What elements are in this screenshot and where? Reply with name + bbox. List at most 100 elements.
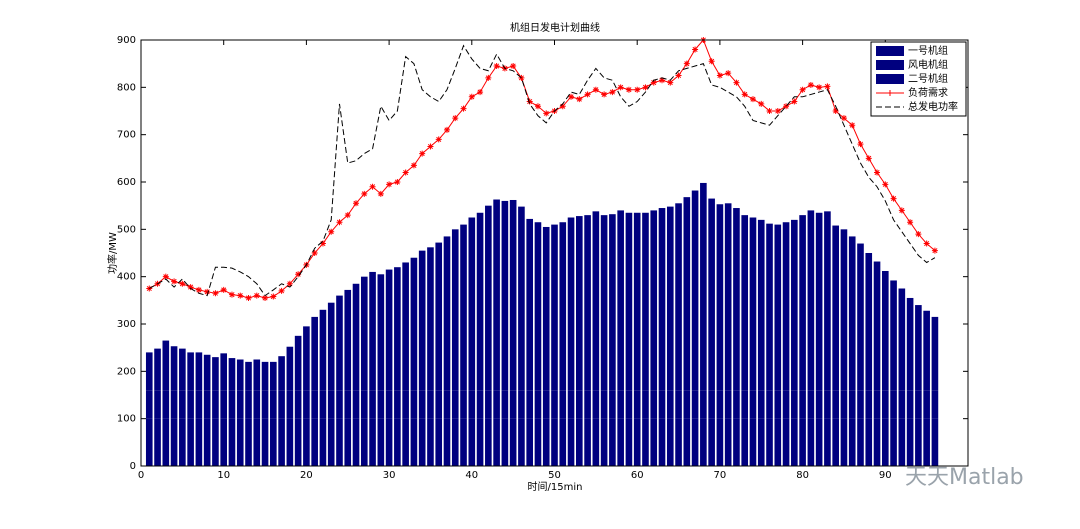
line [149, 44, 936, 297]
marker [526, 98, 533, 105]
bar [377, 274, 385, 391]
x-tick-label: 40 [465, 470, 478, 481]
bar [757, 390, 765, 419]
bar [179, 418, 186, 466]
bar [286, 390, 294, 419]
bar [468, 217, 476, 391]
bar [716, 390, 724, 419]
bar [576, 418, 583, 466]
bar [352, 283, 360, 391]
bar [666, 418, 674, 466]
bar [534, 222, 542, 391]
marker [725, 70, 732, 77]
bar [418, 250, 426, 391]
bar [278, 356, 285, 391]
bar [534, 390, 542, 419]
marker [617, 84, 624, 91]
bar [617, 418, 624, 466]
bar [460, 224, 467, 391]
marker [410, 162, 417, 169]
bar [592, 211, 600, 391]
marker [559, 103, 566, 110]
bar [518, 390, 525, 419]
marker [923, 240, 930, 247]
bar [832, 390, 839, 419]
bar [154, 418, 161, 466]
bar [931, 418, 939, 466]
marker [311, 250, 318, 256]
bar [741, 390, 749, 419]
legend-swatch [876, 74, 904, 84]
x-tick-label: 60 [631, 470, 644, 481]
bar [336, 295, 343, 391]
marker [609, 89, 616, 96]
bar [369, 271, 376, 391]
bar [534, 418, 542, 466]
bar [766, 418, 773, 466]
bar [220, 418, 228, 466]
bar [658, 208, 666, 391]
bar [799, 418, 806, 466]
bar [824, 418, 831, 466]
bar [691, 190, 699, 391]
bar [245, 418, 252, 466]
marker [807, 81, 814, 88]
bar [526, 390, 533, 419]
x-tick-label: 0 [138, 470, 144, 481]
marker [584, 91, 591, 98]
bar [609, 390, 616, 419]
bar [774, 390, 782, 419]
bar [857, 390, 864, 419]
bar [253, 359, 261, 391]
bar [683, 197, 691, 391]
bar [319, 309, 327, 391]
bar [145, 418, 153, 466]
bar [220, 353, 228, 391]
bar [840, 390, 848, 419]
legend-label: 风电机组 [908, 58, 948, 71]
bar [261, 418, 269, 466]
bar [633, 390, 641, 419]
bar [724, 418, 732, 466]
bar [584, 390, 591, 419]
bar [592, 418, 600, 466]
bar [493, 418, 500, 466]
bar [642, 390, 649, 419]
bar [782, 222, 790, 391]
bar [559, 418, 567, 466]
bar [683, 418, 691, 466]
bar [923, 418, 930, 466]
marker [187, 284, 194, 291]
bar [906, 297, 914, 391]
bar [700, 390, 707, 419]
bar [832, 418, 839, 466]
bar [418, 390, 426, 419]
bar [369, 390, 376, 419]
bar [675, 390, 682, 419]
marker [642, 84, 649, 91]
bar [592, 390, 600, 419]
bar [485, 205, 492, 391]
marker [907, 219, 914, 226]
x-tick-label: 30 [383, 470, 396, 481]
marker [510, 63, 517, 70]
bar [923, 390, 930, 419]
bar [501, 418, 509, 466]
bar [303, 418, 310, 466]
marker [319, 240, 326, 247]
bar [724, 203, 732, 391]
bar [435, 418, 443, 466]
bar [915, 418, 922, 466]
marker [625, 86, 632, 93]
marker [592, 86, 599, 93]
marker [336, 219, 343, 226]
legend-swatch [876, 60, 904, 70]
bar [700, 182, 707, 391]
marker [245, 294, 252, 301]
bar [236, 390, 244, 419]
bar [344, 390, 352, 419]
bar [460, 390, 467, 419]
bar [931, 390, 939, 419]
bar [270, 418, 277, 466]
bar [881, 418, 889, 466]
